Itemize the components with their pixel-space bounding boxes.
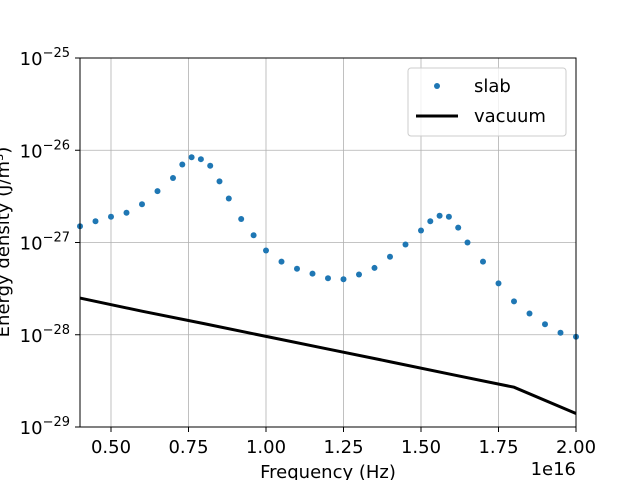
x-tick-label: 0.75 [168,437,208,458]
x-axis-label: Frequency (Hz) [260,462,396,480]
slab-point [207,162,214,169]
slab-point [455,224,462,231]
slab-point [464,239,471,246]
slab-point [495,280,502,287]
x-tick-label: 0.50 [91,437,131,458]
slab-point [371,264,378,271]
vacuum-line [79,296,577,415]
legend: slab vacuum [407,67,567,137]
slab-point [445,213,452,220]
slab-point [225,195,232,202]
slab-point [387,253,393,260]
slab-point [294,265,300,272]
x-tick-label: 1.00 [246,437,286,458]
slab-point [542,321,548,328]
slab-point [197,156,204,163]
vacuum-series [79,296,577,415]
slab-point [238,215,245,222]
slab-point [340,276,347,283]
slab-point [250,232,257,239]
y-axis-ticks: 10−25 10−26 10−27 10−28 10−29 [20,46,80,439]
x-tick-label: 1.75 [478,437,518,458]
y-tick-label: 10−25 [20,46,70,70]
y-tick-label: 10−26 [20,138,70,162]
slab-point [511,298,517,305]
legend-box [407,67,567,137]
x-axis-ticks: 0.50 0.75 1.00 1.25 1.50 1.75 2.00 [91,427,596,458]
slab-point [154,188,161,195]
slab-point [427,218,434,225]
slab-point [309,270,316,277]
slab-point [179,161,186,168]
legend-marker-slab [434,83,440,89]
x-offset-label: 1e16 [531,459,576,480]
slab-series [77,154,579,340]
x-tick-label: 1.50 [401,437,441,458]
x-tick-label: 2.00 [556,437,596,458]
slab-point [356,271,362,278]
slab-point [216,178,223,185]
slab-point [108,213,114,220]
slab-point [170,175,176,182]
slab-point [92,218,99,225]
y-tick-label: 10−27 [20,231,70,255]
slab-point [263,247,269,254]
slab-point [526,310,533,317]
slab-point [418,227,424,234]
legend-label-slab: slab [474,76,511,97]
slab-point [123,209,130,216]
legend-label-vacuum: vacuum [474,106,546,127]
slab-point [325,275,331,282]
y-axis-label: Energy density (J/m³) [0,147,14,338]
slab-point [480,258,486,265]
slab-point [557,329,564,336]
slab-point [188,154,195,161]
y-tick-label: 10−28 [20,323,70,347]
slab-point [436,212,443,219]
y-tick-label: 10−29 [20,415,70,439]
slab-point [402,241,409,248]
slab-point [278,258,285,265]
slab-point [139,201,145,208]
x-tick-label: 1.25 [323,437,363,458]
